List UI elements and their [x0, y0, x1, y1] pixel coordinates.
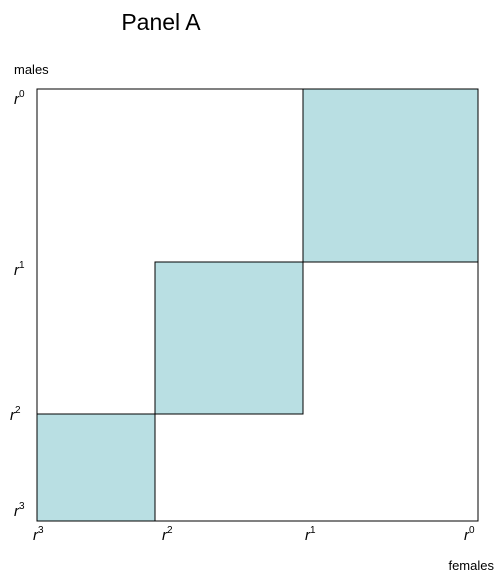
y-ticks: r0 r1 r2 r3 [10, 89, 25, 520]
block [154, 261, 304, 415]
y-tick-label: r1 [14, 260, 25, 279]
x-ticks: r3 r2 r1 r0 [33, 525, 475, 544]
x-tick-label: r0 [464, 525, 475, 544]
plot-frame [36, 88, 479, 522]
x-tick-label: r2 [162, 525, 173, 544]
y-tick-label: r3 [14, 501, 25, 520]
y-tick-label: r2 [10, 405, 21, 424]
x-tick-label: r3 [33, 525, 44, 544]
x-tick-label: r1 [305, 525, 316, 544]
x-axis-label: females [448, 558, 494, 573]
block [302, 88, 479, 263]
y-axis-label: males [14, 62, 49, 77]
title: Panel A [121, 9, 201, 35]
block [36, 413, 156, 522]
blocks [36, 88, 479, 522]
y-tick-label: r0 [14, 89, 25, 108]
